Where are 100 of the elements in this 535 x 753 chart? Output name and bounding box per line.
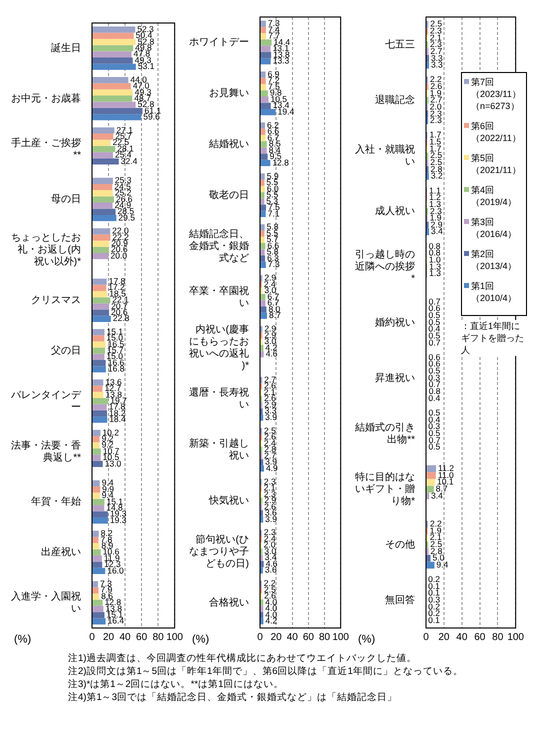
y-tick-label: 還暦・長寿祝い (189, 386, 249, 411)
bar (92, 45, 134, 52)
x-axis-title: (%) (192, 634, 210, 646)
y-tick-label: 卒業・卒園祝い (189, 284, 249, 309)
y-tick-label: クリスマス (31, 295, 81, 306)
x-tick-label: 20 (102, 632, 115, 643)
bar (92, 64, 136, 70)
legend-label: 第1回（2010/4） (471, 280, 518, 304)
bar (92, 498, 104, 506)
bar (260, 344, 264, 352)
bar (260, 300, 266, 306)
bar (92, 76, 128, 84)
bar (260, 606, 264, 612)
bar (260, 306, 266, 313)
data-label: 0.6 (428, 352, 441, 362)
y-tick-label: 快気祝い (208, 494, 249, 506)
bar (92, 360, 106, 366)
y-tick-label: 結婚祝い (208, 138, 249, 150)
data-label: 0.2 (428, 574, 440, 584)
data-label: 0.1 (428, 615, 440, 626)
bar (92, 517, 108, 524)
bar (92, 486, 100, 493)
bar (92, 492, 100, 499)
bar (260, 230, 264, 237)
bar (92, 536, 98, 544)
y-tick-label: 節句祝い(ひなまつりや子どもの日) (189, 533, 249, 570)
bar (92, 178, 113, 184)
legend-label: 第2回（2013/4） (471, 248, 518, 272)
bar (260, 262, 266, 268)
y-tick-label: 昇進祝い (375, 372, 415, 384)
bar (260, 294, 266, 300)
bar (92, 543, 100, 550)
data-label: 9.4 (436, 560, 449, 570)
bar (92, 297, 110, 304)
bar (92, 278, 107, 285)
y-tick-label: 婚約祝い (375, 316, 415, 328)
bar (92, 316, 111, 322)
bar (260, 210, 266, 218)
y-tick-label: 法事・法要・香典返し** (11, 439, 82, 464)
text: 注3)*は第1～2回にはない。**は第1回にはない。 (68, 678, 284, 691)
y-tick-label: バレンタインデー (10, 390, 82, 413)
y-tick-label: 退職記念 (375, 94, 415, 106)
bar (260, 249, 265, 256)
bar (92, 51, 132, 58)
bar (92, 26, 136, 33)
bar (260, 516, 264, 523)
bar (92, 184, 112, 190)
bar (260, 192, 264, 198)
y-tick-label: 新築・引越し祝い (189, 438, 249, 462)
bar (260, 224, 265, 230)
x-axis-title: (%) (14, 634, 32, 646)
bar (92, 348, 105, 354)
bar (260, 160, 270, 166)
bar (92, 58, 133, 64)
bar (260, 134, 266, 142)
data-label: 0.5 (428, 310, 441, 320)
bar (92, 354, 104, 360)
y-tick-label: ちょっとしたお礼・お返し(内祝い以外)* (11, 232, 82, 268)
bar (260, 46, 271, 52)
bar (92, 430, 100, 436)
x-tick-label: 100 (332, 632, 350, 643)
y-tick-label: 七五三 (385, 38, 415, 51)
bar (260, 147, 267, 154)
y-tick-label: 敬老の日 (209, 188, 249, 201)
x-tick-label: 0 (423, 632, 430, 643)
bar (92, 246, 110, 253)
bar (92, 568, 106, 574)
bar (260, 52, 272, 58)
bar (260, 256, 266, 262)
bar (92, 442, 100, 448)
x-tick-label: 60 (474, 632, 486, 643)
y-tick-label: お中元・お歳暮 (11, 92, 81, 104)
text: 注2)設問文は第1～5回は「昨年1年間で」、第6回以降は「直近1年間に」となっている。 (68, 665, 464, 678)
x-tick-label: 60 (136, 632, 148, 643)
y-tick-label: 母の日 (51, 194, 81, 206)
x-tick-label: 40 (456, 632, 468, 643)
bar (92, 392, 104, 398)
bar (92, 480, 100, 486)
bar (260, 186, 265, 192)
data-label: 0.5 (428, 407, 441, 418)
bar (426, 465, 436, 472)
bar (92, 96, 132, 102)
bar (92, 505, 104, 512)
bar (260, 459, 264, 466)
text: 注1)過去調査は、今回調査の性年代構成比にあわせてウエイトバックした値。 (68, 652, 418, 665)
bar (92, 310, 110, 316)
y-tick-label: 出産祝い (41, 546, 81, 558)
x-tick-label: 80 (492, 632, 504, 643)
bar (92, 228, 110, 234)
data-label: 0.7 (428, 296, 441, 306)
bar (260, 33, 266, 40)
bar (260, 20, 266, 27)
y-tick-label: 父の日 (51, 344, 81, 356)
y-tick-label: 引っ越し時の近隣への挨拶* (355, 248, 416, 285)
bar (92, 196, 114, 203)
bar (92, 366, 106, 372)
bar (260, 26, 266, 34)
bar (92, 511, 108, 518)
bar (92, 454, 101, 461)
bar (426, 486, 434, 493)
